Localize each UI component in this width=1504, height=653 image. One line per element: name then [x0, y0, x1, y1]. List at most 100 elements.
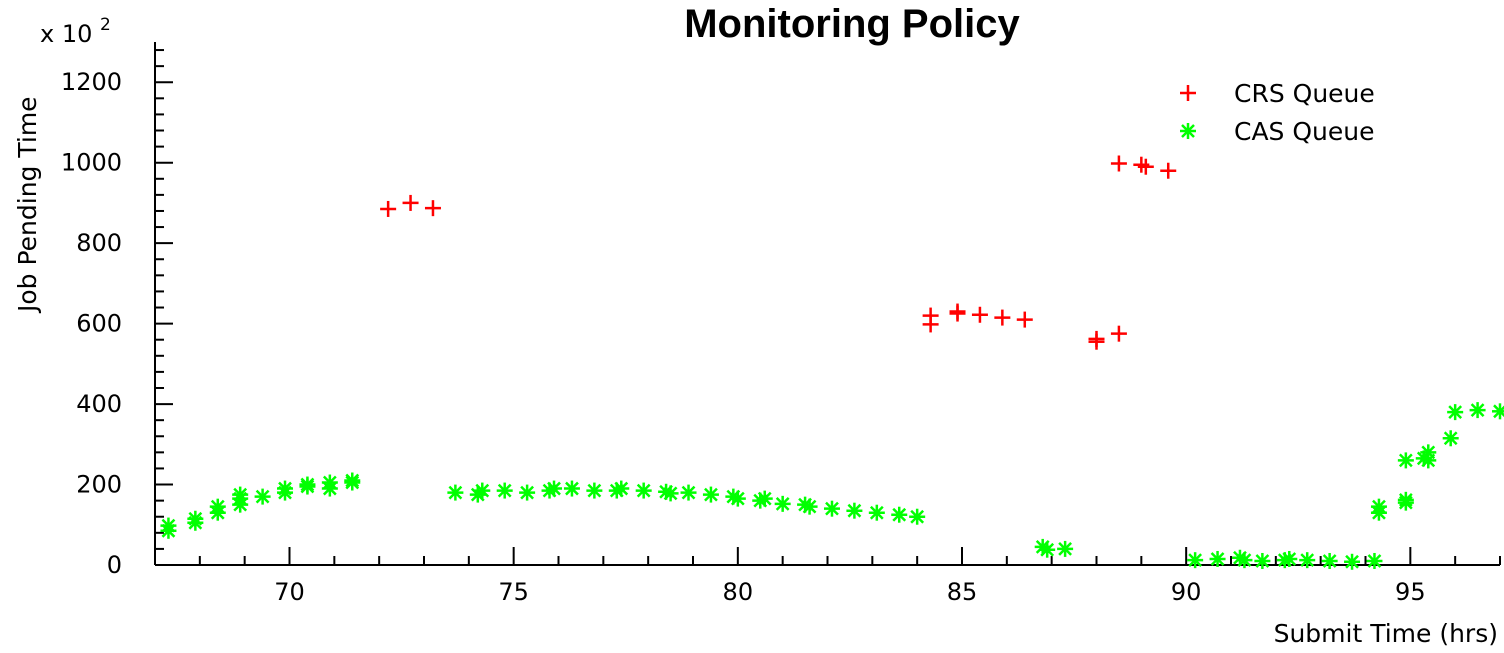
cas-point: [546, 480, 563, 497]
asterisk-d2-stroke: [1443, 431, 1458, 446]
asterisk-d2-stroke: [1448, 405, 1463, 420]
y-multiplier-base: x 10: [40, 20, 92, 48]
asterisk-d2-stroke: [1421, 453, 1436, 468]
crs-point: [380, 200, 397, 217]
tick-marks: [154, 49, 1501, 566]
cas-point: [909, 508, 926, 525]
cas-point: [613, 480, 630, 497]
legend-label-cas: CAS Queue: [1234, 117, 1375, 146]
cas-point: [680, 484, 697, 501]
series-cas-queue: [160, 402, 1504, 570]
x-axis-label: Submit Time (hrs): [1274, 619, 1498, 648]
cas-point: [823, 500, 840, 517]
cas-point: [891, 506, 908, 523]
legend-marker-crs: [1180, 85, 1196, 101]
cas-point: [254, 488, 271, 505]
cas-point: [563, 480, 580, 497]
crs-point: [1110, 325, 1127, 342]
crs-point: [1110, 155, 1127, 172]
cas-point: [1442, 430, 1459, 447]
asterisk-d2-stroke: [322, 475, 337, 490]
cas-point: [635, 482, 652, 499]
cas-point: [1281, 550, 1298, 567]
asterisk-d2-stroke: [1398, 453, 1413, 468]
legend-plus-marker: [1180, 85, 1196, 101]
cas-point: [1420, 452, 1437, 469]
series-crs-queue: [380, 155, 1177, 350]
asterisk-d2-stroke: [775, 496, 790, 511]
cas-point: [801, 498, 818, 515]
asterisk-d2-stroke: [1181, 124, 1195, 138]
x-tick-label: 90: [1171, 578, 1202, 606]
cas-point: [344, 472, 361, 489]
cas-point: [662, 485, 679, 502]
asterisk-d2-stroke: [1188, 553, 1203, 568]
y-tick-label: 200: [76, 471, 122, 499]
cas-point: [756, 490, 773, 507]
cas-point: [702, 486, 719, 503]
asterisk-d2-stroke: [1470, 403, 1485, 417]
asterisk-d2-stroke: [1210, 552, 1225, 566]
crs-point: [994, 309, 1011, 326]
asterisk-d2-stroke: [587, 483, 602, 498]
y-multiplier-exponent: 2: [100, 15, 111, 35]
asterisk-d2-stroke: [1255, 554, 1270, 568]
y-tick-label: 1200: [61, 68, 122, 96]
asterisk-d2-stroke: [210, 499, 225, 514]
asterisk-d2-stroke: [910, 509, 925, 524]
crs-point: [402, 194, 419, 211]
legend-asterisk-marker: [1180, 123, 1196, 139]
crs-point: [424, 200, 441, 217]
asterisk-d2-stroke: [547, 481, 561, 496]
crs-point: [949, 303, 966, 320]
cas-point: [1492, 403, 1504, 420]
legend-label-crs: CRS Queue: [1234, 79, 1375, 108]
y-tick-label: 800: [76, 229, 122, 257]
asterisk-d2-stroke: [448, 485, 463, 500]
crs-point: [1160, 162, 1177, 179]
cas-point: [586, 482, 603, 499]
asterisk-d2-stroke: [1398, 492, 1413, 507]
cas-point: [729, 490, 746, 507]
tick-labels: 0 200 400 600 800 1000 1200 70 75 80 85 90 95: [61, 68, 1426, 606]
asterisk-d2-stroke: [278, 481, 292, 496]
asterisk-d2-stroke: [1058, 542, 1073, 556]
asterisk-d2-stroke: [345, 473, 360, 488]
cas-point: [187, 510, 204, 527]
y-tick-label: 600: [76, 310, 122, 338]
legend-marker-cas: [1180, 123, 1196, 139]
cas-point: [1366, 552, 1383, 569]
asterisk-d2-stroke: [869, 505, 884, 520]
asterisk-d2-stroke: [730, 491, 745, 506]
asterisk-d2-stroke: [636, 483, 651, 498]
cas-point: [1344, 553, 1361, 570]
cas-point: [1469, 402, 1486, 419]
y-tick-label: 0: [107, 551, 122, 579]
asterisk-d2-stroke: [1372, 499, 1386, 514]
asterisk-d2-stroke: [520, 485, 535, 500]
cas-point: [474, 482, 491, 499]
cas-point: [321, 474, 338, 491]
cas-point: [1039, 541, 1056, 558]
y-tick-label: 1000: [61, 149, 122, 177]
cas-point: [519, 484, 536, 501]
y-axis-label: Job Pending Time: [13, 96, 42, 314]
y-tick-label: 400: [76, 390, 122, 418]
cas-point: [209, 498, 226, 515]
cas-point: [868, 504, 885, 521]
cas-point: [496, 482, 513, 499]
crs-point: [922, 307, 939, 324]
asterisk-d2-stroke: [255, 489, 270, 504]
cas-point: [1447, 404, 1464, 421]
cas-point: [160, 517, 177, 534]
asterisk-d2-stroke: [497, 483, 512, 498]
asterisk-d2-stroke: [614, 481, 629, 496]
asterisk-d2-stroke: [1237, 553, 1252, 568]
cas-point: [277, 480, 294, 497]
cas-point: [774, 495, 791, 512]
cas-point: [1187, 552, 1204, 569]
cas-point: [1254, 552, 1271, 569]
cas-point: [232, 486, 249, 503]
asterisk-d2-stroke: [663, 486, 678, 501]
asterisk-d2-stroke: [1345, 554, 1359, 569]
